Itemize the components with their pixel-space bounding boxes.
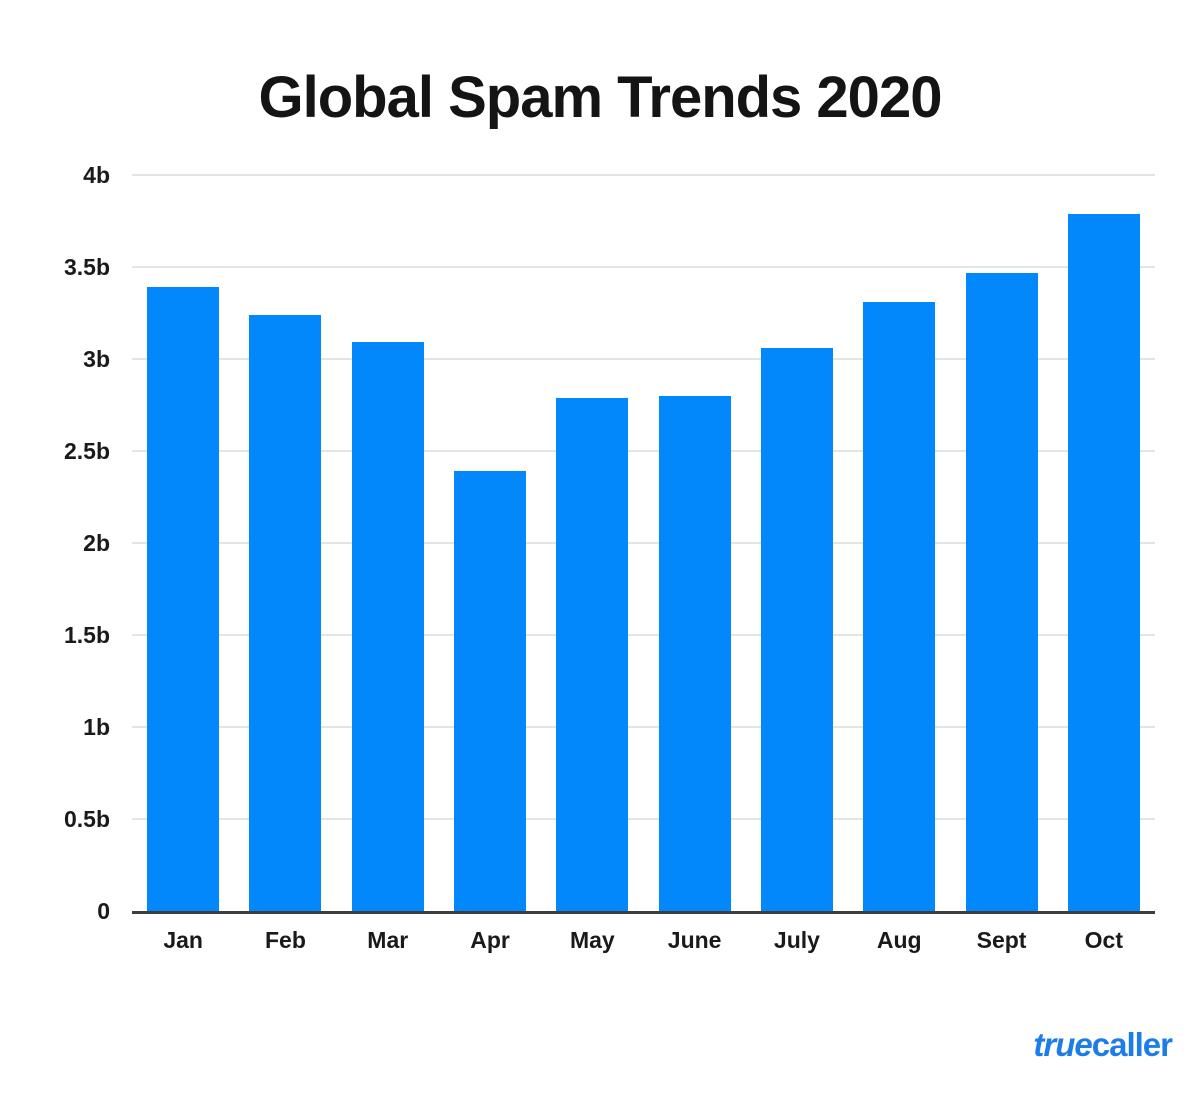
x-tick-label-mar: Mar — [367, 927, 409, 953]
truecaller-logo-true: true — [1033, 1026, 1092, 1063]
bar-june — [658, 395, 731, 911]
gridline-3.5b — [132, 266, 1155, 268]
y-tick-label-3b: 3b — [83, 346, 110, 372]
y-tick-label-1b: 1b — [83, 714, 110, 740]
bar-mar — [351, 342, 424, 911]
y-tick-label-3.5b: 3.5b — [63, 254, 110, 280]
bar-jan — [147, 287, 220, 911]
gridline-2b — [132, 542, 1155, 544]
y-tick-label-2b: 2b — [83, 530, 110, 556]
chart-title: Global Spam Trends 2020 — [258, 65, 943, 130]
bar-sept — [965, 272, 1038, 911]
x-tick-label-feb: Feb — [265, 927, 306, 953]
truecaller-logo: truecaller — [1033, 1026, 1173, 1064]
x-tick-label-july: July — [773, 927, 820, 953]
bar-july — [760, 347, 833, 911]
x-tick-label-jan: Jan — [163, 927, 203, 953]
x-tick-label-oct: Oct — [1084, 927, 1123, 953]
bar-may — [556, 397, 629, 911]
bar-aug — [863, 301, 936, 911]
gridline-0.5b — [132, 818, 1155, 820]
plot-area — [132, 174, 1155, 914]
y-tick-label-1.5b: 1.5b — [63, 622, 110, 648]
x-tick-label-apr: Apr — [470, 927, 510, 953]
x-tick-label-sept: Sept — [976, 927, 1027, 953]
x-axis: Jan Feb Mar Apr May June July Aug Sept Oct — [132, 922, 1155, 958]
y-tick-label-0.5b: 0.5b — [63, 806, 110, 832]
gridline-2.5b — [132, 450, 1155, 452]
bar-feb — [249, 314, 322, 911]
y-axis: 4b 3.5b 3b 2.5b 2b 1.5b 1b 0.5b 0 — [0, 162, 110, 924]
y-tick-label-0: 0 — [97, 898, 110, 924]
bar-apr — [454, 471, 527, 911]
gridline-4b — [132, 174, 1155, 176]
gridline-1b — [132, 726, 1155, 728]
bar-oct — [1067, 213, 1140, 911]
y-tick-label-2.5b: 2.5b — [63, 438, 110, 464]
x-tick-label-june: June — [667, 927, 722, 953]
x-tick-label-aug: Aug — [876, 927, 922, 953]
gridline-3b — [132, 358, 1155, 360]
gridline-1.5b — [132, 634, 1155, 636]
y-tick-label-4b: 4b — [83, 162, 110, 188]
truecaller-logo-caller: caller — [1091, 1026, 1173, 1063]
x-tick-label-may: May — [569, 927, 615, 953]
